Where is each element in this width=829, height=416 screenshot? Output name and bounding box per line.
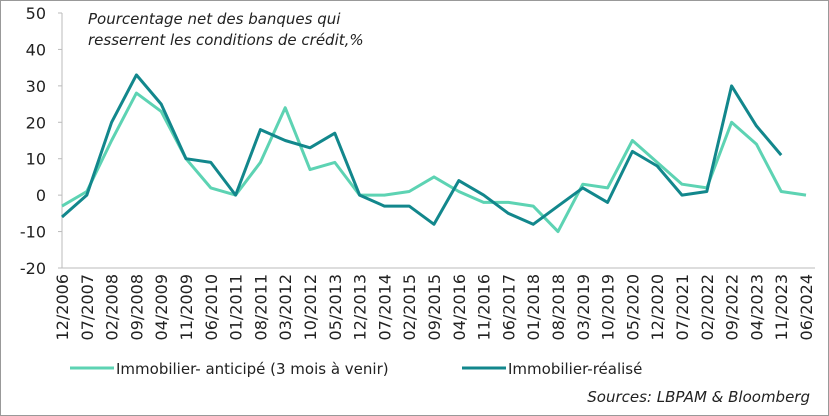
x-tick-label: 04/2009: [152, 274, 171, 340]
x-tick-label: 06/2010: [202, 274, 221, 340]
x-tick-label: 06/2017: [499, 274, 518, 340]
series-line: [61, 73, 783, 226]
x-tick-label: 03/2012: [276, 274, 295, 340]
x-tick-label: 02/2015: [400, 274, 419, 340]
x-tick-label: 07/2014: [375, 274, 394, 340]
chart-title: Pourcentage net des banques qui: [88, 10, 341, 28]
x-tick-label: 08/2018: [549, 274, 568, 340]
x-tick-label: 04/2016: [450, 274, 469, 340]
x-tick-label: 11/2023: [772, 274, 791, 340]
x-tick-label: 08/2011: [251, 274, 270, 340]
x-tick-label: 09/2022: [723, 274, 742, 340]
source: Sources: LBPAM & Bloomberg: [587, 388, 810, 406]
x-tick-label: 01/2011: [227, 274, 246, 340]
x-tick-label: 12/2020: [648, 274, 667, 340]
x-tick-label: 07/2007: [78, 274, 97, 340]
legend-label: Immobilier- anticipé (3 mois à venir): [116, 360, 389, 378]
x-tick-label: 04/2023: [747, 274, 766, 340]
legend-label: Immobilier-réalisé: [508, 360, 642, 378]
x-tick-label: 09/2015: [425, 274, 444, 340]
x-tick-label: 03/2019: [574, 274, 593, 340]
x-tick-label: 01/2018: [524, 274, 543, 340]
y-tick-label: 20: [26, 113, 46, 132]
x-tick-label: 12/2006: [53, 274, 72, 340]
y-tick-label: 30: [26, 77, 46, 96]
y-tick-label: 50: [26, 4, 46, 23]
x-tick-label: 10/2019: [599, 274, 618, 340]
chart-title: resserrent les conditions de crédit,%: [88, 31, 364, 49]
x-tick-label: 02/2008: [103, 274, 122, 340]
y-tick-label: 40: [26, 40, 46, 59]
x-tick-label: 02/2022: [698, 274, 717, 340]
x-tick-label: 12/2013: [351, 274, 370, 340]
x-tick-label: 06/2024: [797, 274, 816, 340]
y-tick-label: 0: [36, 186, 46, 205]
x-tick-label: 09/2008: [127, 274, 146, 340]
x-tick-label: 11/2009: [177, 274, 196, 340]
x-tick-label: 10/2012: [301, 274, 320, 340]
y-tick-label: -20: [20, 259, 46, 278]
y-tick-label: 10: [26, 150, 46, 169]
series-line: [61, 91, 807, 234]
y-tick-label: -10: [20, 223, 46, 242]
x-tick-label: 07/2021: [673, 274, 692, 340]
x-tick-label: 05/2013: [326, 274, 345, 340]
x-tick-label: 11/2016: [475, 274, 494, 340]
x-tick-label: 05/2020: [623, 274, 642, 340]
